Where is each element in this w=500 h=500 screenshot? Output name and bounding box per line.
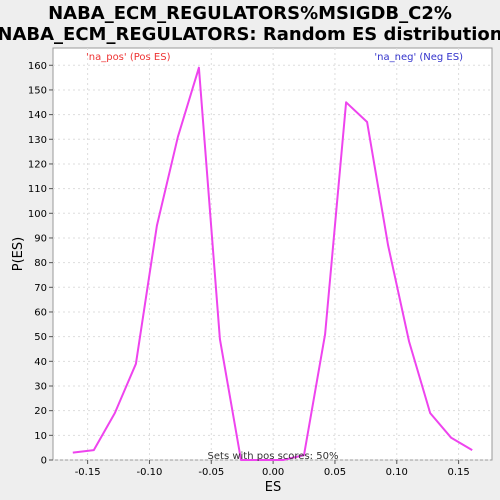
x-tick-label: 0.10 xyxy=(386,467,408,478)
plot-area xyxy=(52,47,493,461)
x-tick-label: 0.05 xyxy=(324,467,346,478)
y-tick-label: 150 xyxy=(28,85,47,96)
y-tick-label: 80 xyxy=(34,258,47,269)
y-tick-label: 30 xyxy=(34,381,47,392)
legend-neg-label: 'na_neg' (Neg ES) xyxy=(374,52,463,63)
x-tick-label: 0.00 xyxy=(262,467,284,478)
x-tick-label: -0.10 xyxy=(137,467,163,478)
x-tick-label: 0.15 xyxy=(447,467,469,478)
y-tick-label: 160 xyxy=(28,61,47,72)
x-axis-label: ES xyxy=(265,480,281,495)
grid-lines xyxy=(53,48,492,461)
x-tick-label: -0.15 xyxy=(75,467,101,478)
y-tick-label: 120 xyxy=(28,159,47,170)
y-tick-label: 20 xyxy=(34,406,47,417)
y-axis-label: P(ES) xyxy=(11,237,26,271)
x-tick-label: -0.05 xyxy=(198,467,224,478)
chart-title-line-1: NABA_ECM_REGULATORS%MSIGDB_C2% xyxy=(48,3,452,24)
y-tick-label: 60 xyxy=(34,307,47,318)
axes: 0 10 20 30 40 50 60 70 80 90 100 110 120 130 140 150 160… xyxy=(28,61,470,478)
y-tick-label: 40 xyxy=(34,357,47,368)
chart-title-line-2: NABA_ECM_REGULATORS: Random ES distribut… xyxy=(0,24,500,45)
y-tick-label: 140 xyxy=(28,110,47,121)
y-tick-label: 10 xyxy=(34,431,47,442)
y-tick-label: 90 xyxy=(34,233,47,244)
series-line xyxy=(72,66,473,461)
y-tick-label: 0 xyxy=(41,456,47,467)
y-tick-label: 100 xyxy=(28,209,47,220)
y-tick-label: 110 xyxy=(28,184,47,195)
series-layer xyxy=(72,66,473,461)
legend-pos-label: 'na_pos' (Pos ES) xyxy=(86,52,171,63)
y-tick-label: 50 xyxy=(34,332,47,343)
y-tick-label: 130 xyxy=(28,135,47,146)
pos-score-annotation: Sets with pos scores: 50% xyxy=(208,451,339,462)
y-tick-label: 70 xyxy=(34,283,47,294)
